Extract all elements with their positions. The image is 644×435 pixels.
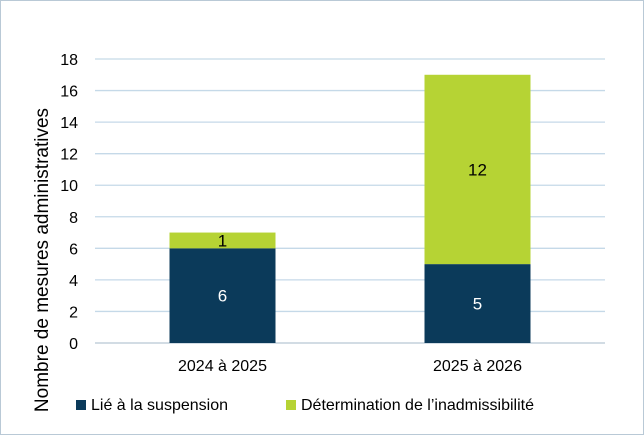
- y-tick-label: 4: [69, 273, 78, 290]
- y-tick-label: 0: [69, 336, 78, 353]
- y-tick-label: 6: [69, 241, 78, 258]
- bar-segment: [169, 232, 276, 249]
- legend-swatch: [76, 400, 86, 410]
- y-tick-label: 18: [60, 52, 78, 69]
- data-labels: 6 1 5 12: [218, 160, 487, 313]
- bar-segment: [169, 248, 276, 343]
- bars: [169, 74, 531, 343]
- data-label: 12: [468, 160, 487, 179]
- y-tick-label: 8: [69, 210, 78, 227]
- legend-label: Lié à la suspension: [91, 397, 228, 414]
- data-label: 1: [218, 231, 227, 250]
- bar-segment: [424, 264, 531, 343]
- x-category-label: 2024 à 2025: [178, 358, 267, 375]
- y-tick-label: 10: [60, 178, 78, 195]
- y-tick-label: 2: [69, 304, 78, 321]
- y-tick-label: 16: [60, 84, 78, 101]
- legend-swatch: [286, 400, 296, 410]
- legend: Lié à la suspension Détermination de l’in…: [76, 397, 534, 414]
- data-label: 5: [473, 295, 482, 314]
- x-category-label: 2025 à 2026: [433, 358, 522, 375]
- y-tick-label: 12: [60, 147, 78, 164]
- x-category-labels: 2024 à 2025 2025 à 2026: [178, 358, 522, 375]
- y-tick-labels: 0 2 4 6 8 10 12 14 16 18: [60, 52, 78, 353]
- legend-label: Détermination de l’inadmissibilité: [301, 397, 534, 414]
- y-tick-label: 14: [60, 115, 78, 132]
- y-axis-title: Nombre de mesures administratives: [32, 108, 53, 412]
- bar-segment: [424, 74, 531, 265]
- data-label: 6: [218, 287, 227, 306]
